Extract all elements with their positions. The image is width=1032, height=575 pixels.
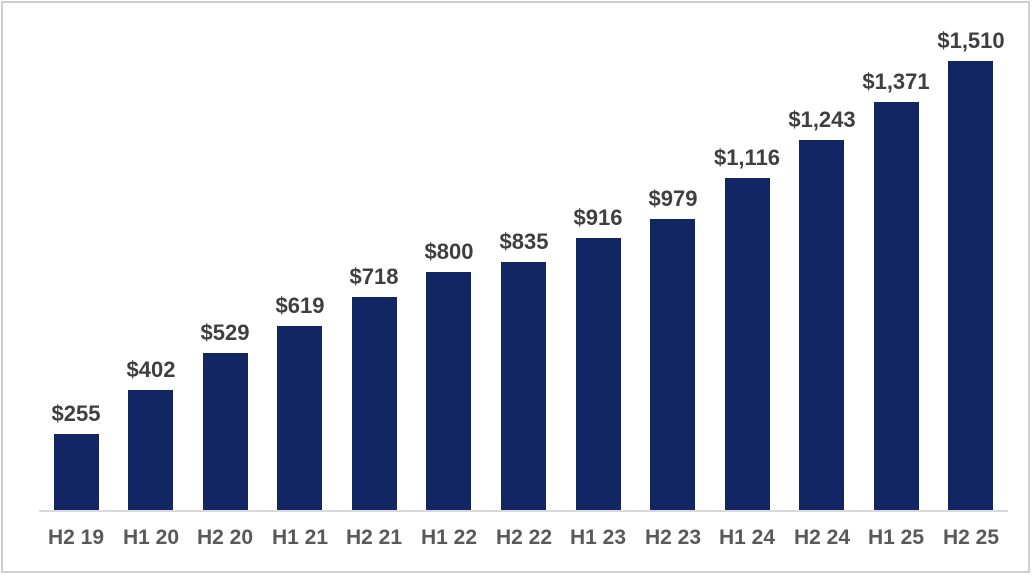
x-axis-line <box>39 510 1008 512</box>
x-axis-label: H2 21 <box>345 526 403 549</box>
bar <box>725 178 770 510</box>
bar <box>948 61 993 510</box>
x-axis-label: H2 25 <box>942 526 1000 549</box>
bar-value-label: $835 <box>499 229 549 254</box>
x-axis-label: H2 20 <box>196 526 254 549</box>
bar-value-label: $619 <box>275 293 325 318</box>
x-axis-label: H1 20 <box>122 526 180 549</box>
bar <box>54 434 99 510</box>
bar-value-label: $1,510 <box>937 28 1005 53</box>
bar-value-label: $1,371 <box>862 69 930 94</box>
x-axis-label: H2 24 <box>793 526 851 549</box>
x-axis-label: H1 23 <box>569 526 627 549</box>
bar-value-label: $402 <box>126 357 176 382</box>
x-axis-label: H1 22 <box>420 526 478 549</box>
x-axis-label: H2 23 <box>644 526 702 549</box>
bar <box>576 238 621 510</box>
x-axis-label: H2 22 <box>495 526 553 549</box>
bar-value-label: $529 <box>200 320 250 345</box>
bar <box>277 326 322 510</box>
bar-value-label: $1,243 <box>788 107 856 132</box>
bar <box>650 219 695 510</box>
bar <box>501 262 546 510</box>
bar <box>352 297 397 510</box>
bar <box>203 353 248 510</box>
bar-value-label: $800 <box>424 239 474 264</box>
bar <box>799 140 844 510</box>
bar <box>426 272 471 510</box>
x-axis-label: H1 21 <box>271 526 329 549</box>
x-axis-label: H1 25 <box>867 526 925 549</box>
bar <box>874 102 919 510</box>
bar <box>128 390 173 510</box>
bar-value-label: $916 <box>573 205 623 230</box>
bar-value-label: $979 <box>648 186 698 211</box>
bar-value-label: $718 <box>349 264 399 289</box>
x-axis-label: H2 19 <box>47 526 105 549</box>
x-axis-label: H1 24 <box>718 526 776 549</box>
bar-value-label: $255 <box>51 401 101 426</box>
bar-value-label: $1,116 <box>713 145 781 170</box>
